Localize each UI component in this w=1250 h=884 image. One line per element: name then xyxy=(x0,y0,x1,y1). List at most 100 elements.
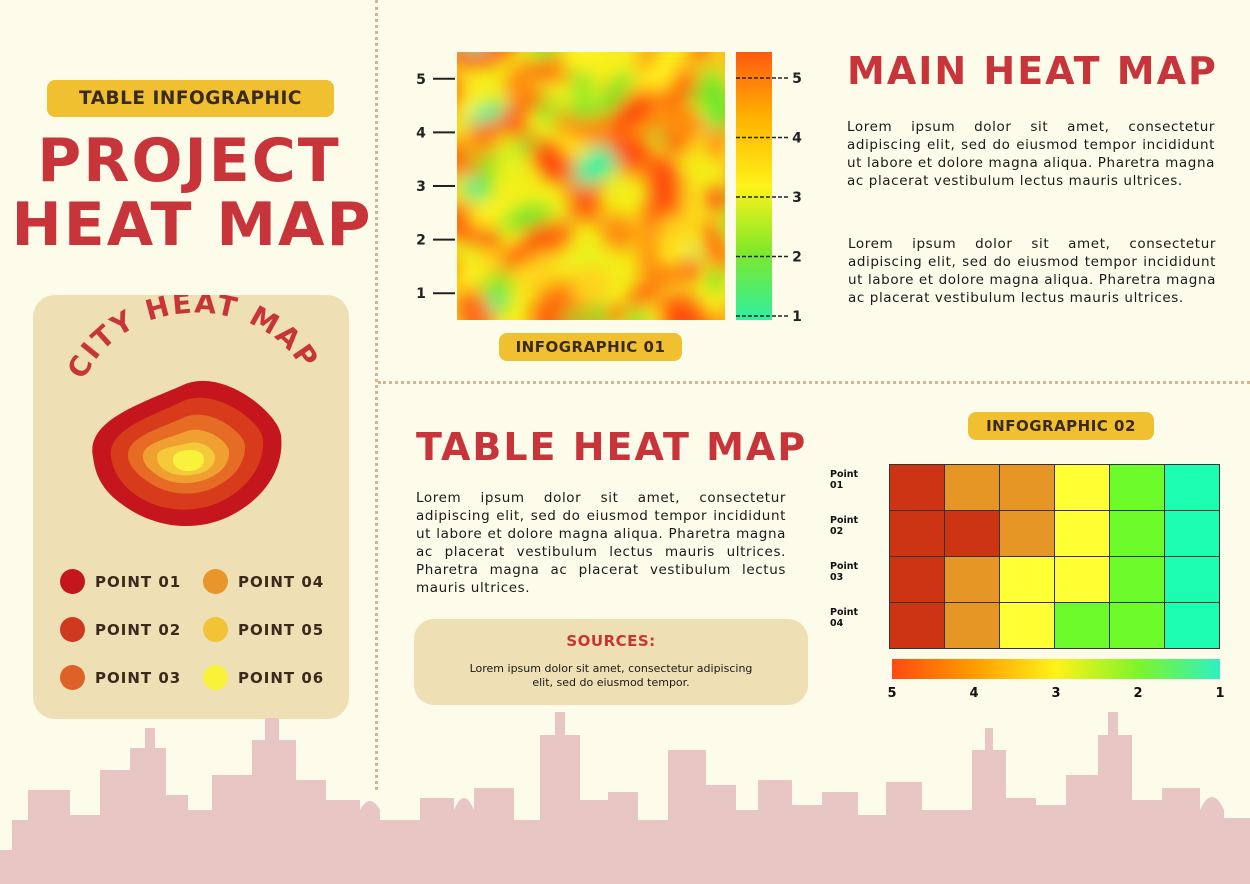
heat-blob xyxy=(505,64,535,106)
heat-blob xyxy=(547,52,562,84)
legend-item: POINT 02 xyxy=(60,617,181,642)
heat-blob xyxy=(554,109,618,146)
heat-blob xyxy=(474,252,500,279)
colorbar-tick-label: 2 xyxy=(792,250,802,266)
heat-blob xyxy=(573,142,623,186)
sources-text: Lorem ipsum dolor sit amet, consectetur … xyxy=(469,662,753,689)
table-heat-cell xyxy=(1109,556,1165,603)
heat-blob xyxy=(534,279,575,299)
heat-blob xyxy=(637,52,671,74)
sources-title: SOURCES: xyxy=(566,632,656,650)
table-heat-cell xyxy=(999,556,1055,603)
y-tick-label: 4 xyxy=(416,125,426,141)
table-heat-cell xyxy=(1054,510,1110,557)
vertical-divider xyxy=(375,0,378,790)
heat-blob xyxy=(569,97,597,121)
heat-blob xyxy=(526,287,574,320)
heat-blob xyxy=(505,97,526,131)
colorbar-tick-label: 4 xyxy=(792,131,802,147)
heat-blob xyxy=(681,175,695,242)
heat-blob xyxy=(647,155,685,220)
city-heat-map-graphic: CITY HEAT MAP xyxy=(61,295,326,527)
heat-blob xyxy=(568,242,607,273)
legend-dot xyxy=(60,665,85,690)
table-heat-cell xyxy=(1054,464,1110,511)
main-heat-map-colorbar xyxy=(736,52,772,320)
table-heat-cell xyxy=(1164,464,1220,511)
scale-tick-label: 4 xyxy=(969,686,978,701)
heat-blob xyxy=(671,65,699,96)
city-heat-map-card: CITY HEAT MAP POINT 01 POINT 04 POINT 02 PO… xyxy=(33,295,349,719)
y-tick-label: 1 xyxy=(416,286,426,302)
colorbar-tick-label: 1 xyxy=(792,309,802,325)
table-heat-cell xyxy=(944,464,1000,511)
table-heat-cell xyxy=(999,510,1055,557)
header-badge: TABLE INFOGRAPHIC xyxy=(47,80,334,117)
scale-tick-label: 1 xyxy=(1215,686,1224,701)
colorbar-tick-label: 5 xyxy=(792,71,802,87)
y-tick-label: 2 xyxy=(416,233,426,249)
table-heat-cell xyxy=(889,602,945,649)
table-heat-cell xyxy=(1054,556,1110,603)
heat-blob xyxy=(521,90,546,113)
heat-blob xyxy=(656,105,706,143)
table-heat-map-paragraph: Lorem ipsum dolor sit amet, consectetur … xyxy=(416,490,786,596)
heat-blob xyxy=(612,88,656,135)
heat-blob xyxy=(641,202,661,235)
table-heat-cell xyxy=(1164,556,1220,603)
heat-blob xyxy=(595,70,635,120)
table-heat-cell xyxy=(889,556,945,603)
heat-blob xyxy=(659,136,689,154)
legend-dot xyxy=(203,665,228,690)
page-title-line2: HEAT MAP xyxy=(11,190,373,260)
heat-blob xyxy=(564,166,602,224)
city-skyline-illustration xyxy=(0,712,1250,884)
table-heat-cell xyxy=(1054,602,1110,649)
table-heat-cell xyxy=(1109,602,1165,649)
heat-blob xyxy=(529,140,575,182)
table-heat-cell xyxy=(999,602,1055,649)
table-row-label: Point 04 xyxy=(830,607,859,629)
legend-item: POINT 04 xyxy=(203,569,324,594)
heat-blob xyxy=(599,214,638,251)
table-heat-cell xyxy=(1164,510,1220,557)
table-heat-cell xyxy=(1109,510,1165,557)
heat-blob xyxy=(626,308,650,320)
heat-blob xyxy=(557,312,609,320)
main-heat-map-paragraph-1: Lorem ipsum dolor sit amet, consectetur … xyxy=(847,119,1215,189)
scale-tick-label: 3 xyxy=(1051,686,1060,701)
table-heat-cell xyxy=(944,602,1000,649)
heat-blob xyxy=(521,62,573,81)
table-heat-map-title: TABLE HEAT MAP xyxy=(416,425,808,469)
heat-blob xyxy=(707,104,725,158)
main-heat-map-y-axis: 1 2 3 4 5 xyxy=(416,72,455,302)
legend-label: POINT 03 xyxy=(95,668,182,687)
city-heat-map-title: CITY HEAT MAP xyxy=(61,295,326,384)
heat-blob xyxy=(528,52,560,58)
heat-blob xyxy=(568,181,605,221)
heat-blob xyxy=(600,180,626,193)
heat-blob xyxy=(457,211,464,234)
y-tick-label: 5 xyxy=(416,72,426,88)
main-heat-map-title: MAIN HEAT MAP xyxy=(847,49,1218,93)
legend-label: POINT 02 xyxy=(95,620,182,639)
table-heat-cell xyxy=(889,510,945,557)
scale-tick-label: 2 xyxy=(1133,686,1142,701)
heat-blob xyxy=(461,177,485,199)
heat-blob xyxy=(467,101,509,125)
table-heat-cell xyxy=(999,464,1055,511)
scale-tick-label: 5 xyxy=(887,686,896,701)
heat-blob xyxy=(683,308,711,320)
legend-dot xyxy=(203,617,228,642)
table-heat-cell xyxy=(889,464,945,511)
heat-blob xyxy=(685,52,715,64)
heat-blob xyxy=(457,287,495,320)
sources-box: SOURCES: Lorem ipsum dolor sit amet, con… xyxy=(414,619,808,705)
legend-dot xyxy=(203,569,228,594)
heat-blob xyxy=(606,305,626,320)
main-heat-map-colorbar-ticks: 1 2 3 4 5 xyxy=(736,71,802,325)
legend-label: POINT 06 xyxy=(238,668,325,687)
legend-dot xyxy=(60,569,85,594)
table-heat-map-scale: 5 4 3 2 1 xyxy=(887,659,1225,701)
heat-blob xyxy=(535,304,564,320)
